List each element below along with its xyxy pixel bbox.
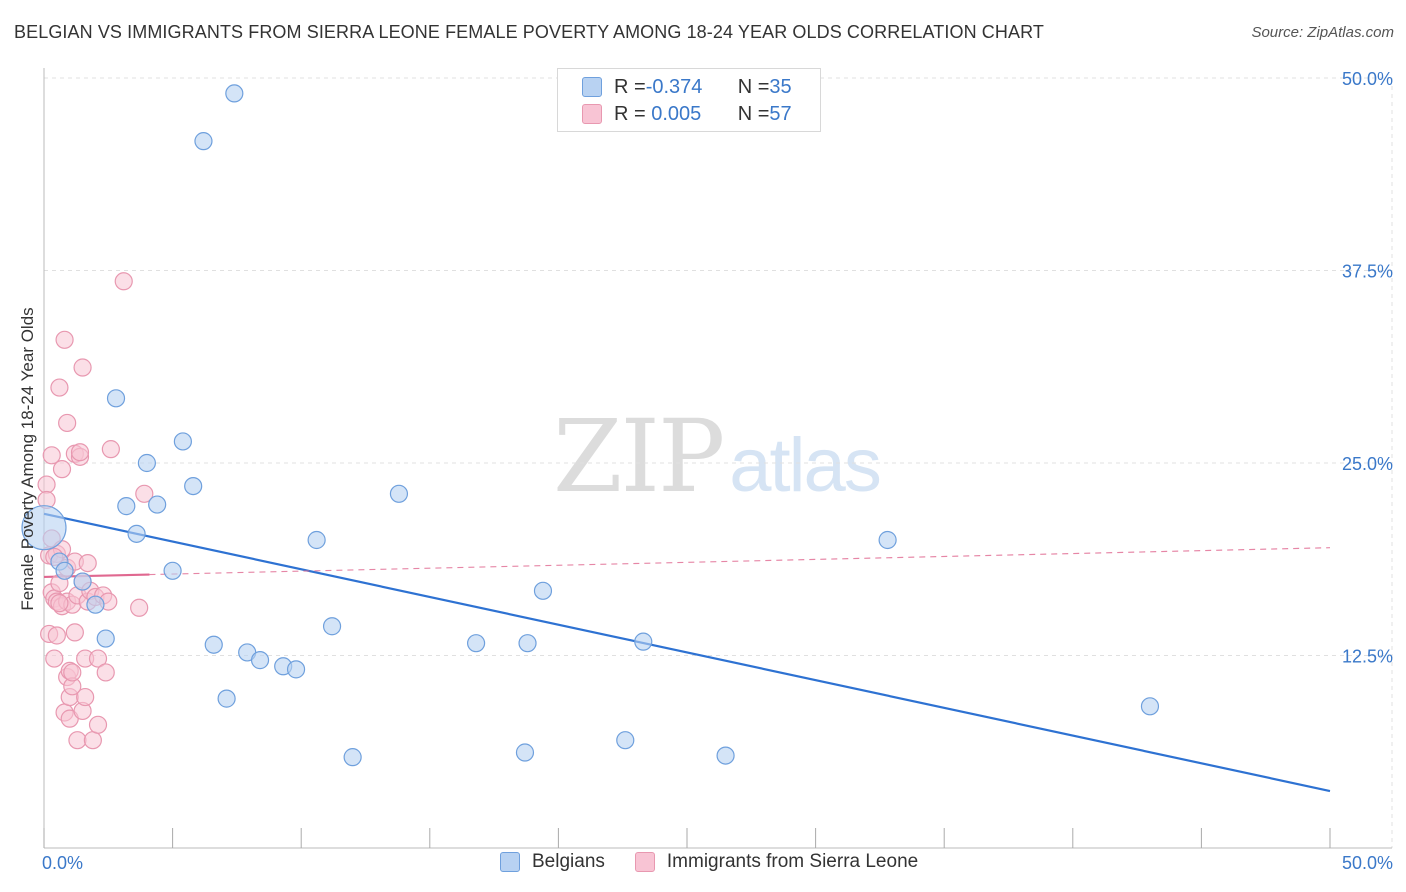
series-label-sierra-leone: Immigrants from Sierra Leone [666,851,919,872]
point-belgians [533,581,553,600]
point-belgians [73,572,92,591]
point-sierra-leone [78,553,97,573]
watermark-zip: ZIP [553,398,725,515]
point-belgians [878,530,897,550]
point-belgians [634,632,653,651]
x-tick-label-max: 50.0% [1342,853,1393,873]
point-sierra-leone [96,663,115,682]
watermark: ZIPatlas [553,398,882,515]
trend-lines [43,512,1331,793]
point-belgians-large [21,505,67,551]
y-tick-label: 25.0% [1342,454,1393,474]
legend-r-value: 0.005 [645,102,702,125]
y-tick-label: 37.5% [1342,262,1393,282]
point-belgians [163,561,182,580]
point-belgians [173,432,192,451]
point-sierra-leone [88,715,108,734]
watermark-atlas: atlas [729,423,882,508]
point-belgians [148,495,167,514]
point-belgians [137,453,156,473]
legend-n-label: N = [737,102,770,125]
data-points [21,84,1160,767]
point-sierra-leone [52,460,72,479]
point-belgians [86,595,105,614]
legend-n-label: N = [737,75,770,98]
correlation-legend: R = -0.374 N = 35 R = 0.005 N = 57 [557,68,821,132]
point-belgians [616,731,635,750]
point-belgians [343,748,362,767]
legend-n-value: 57 [769,102,792,125]
point-belgians [466,634,486,653]
point-belgians [55,561,74,580]
point-sierra-leone [88,649,108,668]
y-tick-label: 12.5% [1342,647,1393,667]
point-sierra-leone [83,731,102,750]
point-sierra-leone [70,443,90,462]
point-belgians [194,132,213,151]
point-belgians [184,477,203,496]
point-belgians [716,746,735,765]
source-credit: Source: ZipAtlas.com [1251,24,1394,41]
legend-n-value: 35 [769,75,792,98]
point-sierra-leone [76,687,95,707]
legend-swatch-blue [582,77,602,97]
legend-r-value: -0.374 [645,75,703,98]
point-belgians [515,743,535,762]
point-belgians [286,660,306,679]
point-belgians [127,524,146,543]
legend-r-label: R = [614,75,646,98]
point-belgians [96,629,115,648]
point-sierra-leone [55,330,74,349]
point-sierra-leone [101,440,120,459]
point-belgians [322,617,342,636]
point-sierra-leone [135,484,154,503]
point-sierra-leone [114,272,133,291]
chart-title: BELGIAN VS IMMIGRANTS FROM SIERRA LEONE … [14,22,1044,42]
point-sierra-leone [65,623,84,642]
point-sierra-leone [47,626,66,645]
point-belgians [225,84,244,103]
point-sierra-leone [68,731,87,750]
point-belgians [518,634,537,653]
point-belgians [307,530,326,550]
axis-labels: 12.5% 25.0% 37.5% 50.0% 0.0% 50.0% Female Pove… [18,69,1393,873]
series-label-belgians: Belgians [532,851,605,872]
point-belgians [1140,697,1160,716]
point-sierra-leone [50,594,69,613]
y-tick-label: 50.0% [1342,69,1393,89]
y-axis-title: Female Poverty Among 18-24 Year Olds [18,307,37,610]
series-legend: Belgians Immigrants from Sierra Leone [500,851,918,873]
point-sierra-leone [58,413,77,433]
legend-r-label: R = [614,102,646,125]
point-belgians [204,635,223,654]
point-sierra-leone [37,475,56,494]
point-belgians [217,689,236,708]
point-belgians [106,389,126,408]
legend-swatch-pink [582,104,602,124]
point-sierra-leone [42,446,61,465]
axes [43,68,1392,849]
point-belgians [250,651,270,670]
legend-row-belgians: R = -0.374 N = 35 [582,74,792,100]
series-swatch-sierra-leone [634,852,655,872]
trend-line-belgians [43,512,1331,793]
point-sierra-leone [50,378,69,397]
point-sierra-leone [130,598,149,617]
legend-row-sierra-leone: R = 0.005 N = 57 [582,101,792,127]
point-sierra-leone [45,649,64,668]
x-tick-label-min: 0.0% [42,853,83,873]
point-sierra-leone [73,358,92,377]
point-belgians [389,484,409,503]
point-belgians [117,497,136,516]
gridlines [44,77,1393,848]
point-sierra-leone [63,663,82,682]
series-swatch-belgians [500,852,520,872]
trend-line-sierra-leone-dashed [149,547,1331,576]
